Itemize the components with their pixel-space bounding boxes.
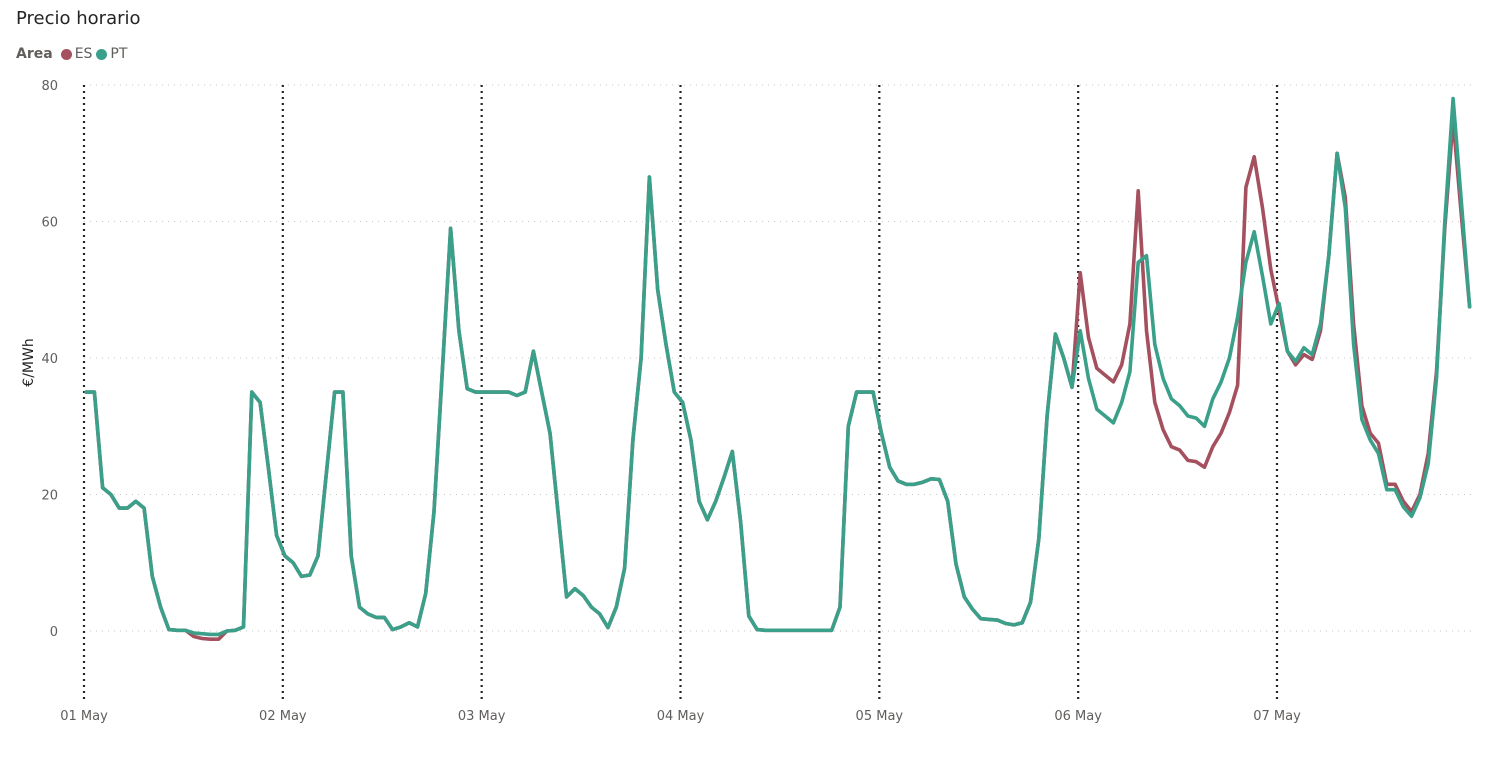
x-tick-label-01-May: 01 May [60, 709, 108, 724]
y-tick-label-60: 60 [41, 216, 58, 231]
legend-label-pt: PT [110, 46, 128, 62]
x-tick-label-04-May: 04 May [657, 709, 705, 724]
legend-item-pt[interactable]: PT [96, 46, 127, 62]
y-tick-label-40: 40 [41, 352, 58, 367]
legend-item-es[interactable]: ES [60, 46, 93, 62]
y-tick-label-80: 80 [41, 79, 58, 94]
legend-dot-pt [96, 48, 108, 60]
x-tick-label-02-May: 02 May [259, 709, 307, 724]
x-tick-label-06-May: 06 May [1054, 709, 1102, 724]
x-tick-label-05-May: 05 May [856, 709, 904, 724]
y-axis-label: €/MWh [21, 338, 37, 386]
legend-title: Area [16, 46, 53, 62]
legend-dot-es [60, 48, 72, 60]
chart-title: Precio horario [16, 8, 141, 29]
y-tick-label-20: 20 [41, 489, 58, 504]
series-line-pt [84, 96, 1472, 637]
y-tick-label-0: 0 [50, 625, 58, 640]
x-tick-label-07-May: 07 May [1253, 709, 1301, 724]
legend-label-es: ES [74, 46, 93, 62]
x-tick-label-03-May: 03 May [458, 709, 506, 724]
legend: Area ES PT [16, 46, 131, 62]
